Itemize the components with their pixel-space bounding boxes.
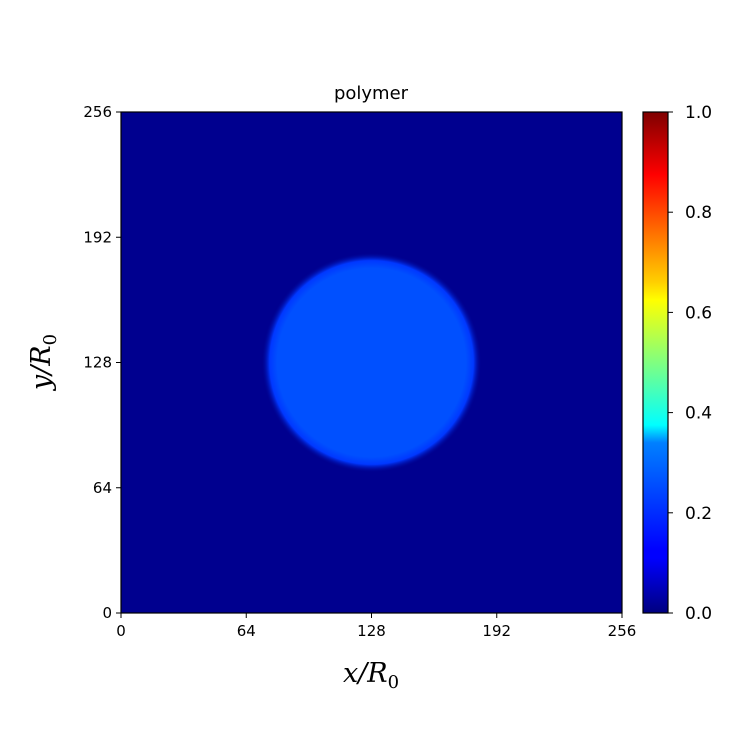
x-axis-label: x/R0 xyxy=(343,658,399,693)
colorbar-tick-label: 0.4 xyxy=(685,404,712,424)
x-tick-label: 256 xyxy=(608,622,637,640)
colorbar: 0.0 0.2 0.4 0.6 0.8 1.0 xyxy=(642,103,712,624)
colorbar-tick-label: 0.6 xyxy=(685,303,712,323)
x-axis-ticks: 0 64 128 192 256 xyxy=(116,613,636,640)
colorbar-ticks: 0.0 0.2 0.4 0.6 0.8 1.0 xyxy=(668,103,712,624)
colorbar-tick-label: 1.0 xyxy=(685,103,712,123)
heatmap xyxy=(121,112,622,613)
colorbar-frame xyxy=(642,111,669,614)
y-tick-label: 0 xyxy=(102,604,112,622)
y-tick-label: 192 xyxy=(83,228,112,246)
y-axis-ticks: 0 64 128 192 256 xyxy=(83,103,121,622)
colorbar-gradient xyxy=(643,112,668,613)
chart-title: polymer xyxy=(334,83,409,104)
y-tick-label: 128 xyxy=(83,354,112,372)
colorbar-tick-label: 0.8 xyxy=(685,203,712,223)
y-tick-label: 256 xyxy=(83,103,112,121)
x-tick-label: 0 xyxy=(116,622,126,640)
colorbar-tick-label: 0.2 xyxy=(685,504,712,524)
y-axis-label: y/R0 xyxy=(26,334,61,391)
polymer-droplet xyxy=(261,252,482,473)
x-tick-label: 64 xyxy=(237,622,256,640)
x-tick-label: 192 xyxy=(482,622,511,640)
y-tick-label: 64 xyxy=(93,479,112,497)
x-tick-label: 128 xyxy=(357,622,386,640)
colorbar-tick-label: 0.0 xyxy=(685,604,712,624)
